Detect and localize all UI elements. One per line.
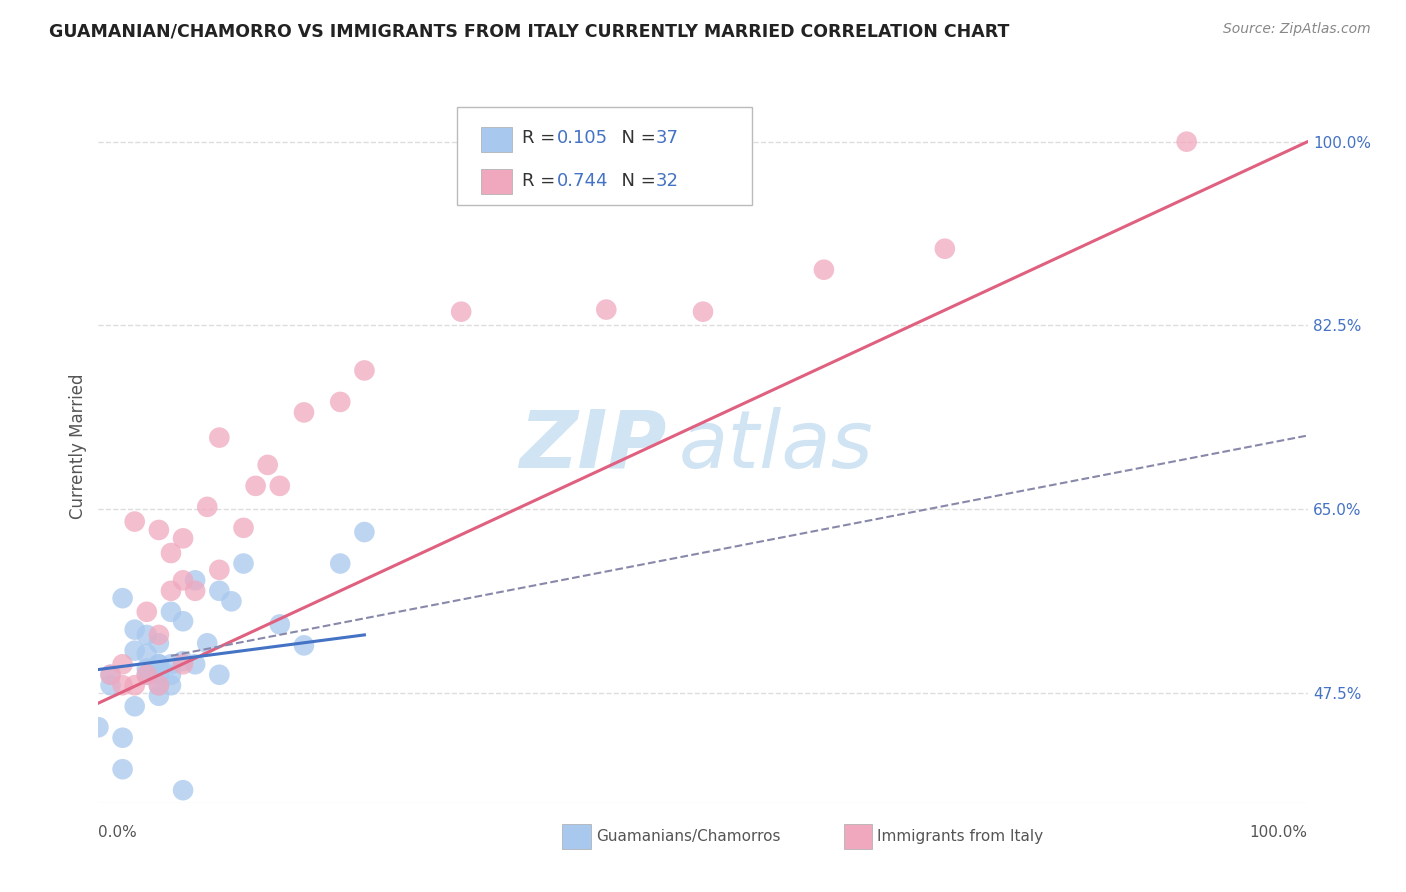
Point — [148, 678, 170, 692]
Text: Source: ZipAtlas.com: Source: ZipAtlas.com — [1223, 22, 1371, 37]
Point — [329, 395, 352, 409]
Point — [124, 643, 146, 657]
Text: GUAMANIAN/CHAMORRO VS IMMIGRANTS FROM ITALY CURRENTLY MARRIED CORRELATION CHART: GUAMANIAN/CHAMORRO VS IMMIGRANTS FROM IT… — [49, 22, 1010, 40]
Point — [595, 302, 617, 317]
Point — [329, 557, 352, 571]
Point — [148, 667, 170, 681]
Point — [292, 405, 315, 419]
Point — [135, 628, 157, 642]
Point — [160, 678, 183, 692]
Text: atlas: atlas — [679, 407, 873, 485]
Point — [135, 667, 157, 681]
Point — [353, 524, 375, 539]
Point — [135, 605, 157, 619]
Y-axis label: Currently Married: Currently Married — [69, 373, 87, 519]
Point — [100, 667, 122, 681]
Point — [124, 515, 146, 529]
Point — [160, 657, 183, 672]
Point — [450, 304, 472, 318]
Point — [160, 546, 183, 560]
Text: 0.0%: 0.0% — [98, 825, 138, 840]
Point — [87, 720, 110, 734]
Point — [934, 242, 956, 256]
Point — [221, 594, 243, 608]
Text: Immigrants from Italy: Immigrants from Italy — [877, 830, 1043, 844]
Point — [1175, 135, 1198, 149]
Text: 0.105: 0.105 — [557, 129, 607, 147]
Point — [232, 557, 254, 571]
Point — [124, 678, 146, 692]
Point — [208, 431, 231, 445]
Point — [111, 591, 134, 606]
Point — [148, 689, 170, 703]
Point — [160, 583, 183, 598]
Point — [208, 563, 231, 577]
Point — [135, 667, 157, 681]
Point — [172, 574, 194, 588]
Point — [232, 521, 254, 535]
Text: N =: N = — [610, 129, 662, 147]
Point — [135, 661, 157, 675]
Point — [135, 647, 157, 661]
Point — [100, 678, 122, 692]
Text: R =: R = — [522, 129, 561, 147]
Point — [100, 667, 122, 681]
Point — [172, 614, 194, 628]
Point — [195, 500, 218, 514]
Point — [172, 783, 194, 797]
Point — [111, 762, 134, 776]
Point — [208, 667, 231, 681]
Point — [160, 605, 183, 619]
Point — [111, 731, 134, 745]
Point — [184, 657, 207, 672]
Point — [813, 262, 835, 277]
Text: Guamanians/Chamorros: Guamanians/Chamorros — [596, 830, 780, 844]
Point — [124, 699, 146, 714]
Point — [148, 657, 170, 672]
Text: 0.744: 0.744 — [557, 172, 609, 190]
Point — [148, 657, 170, 672]
Point — [160, 667, 183, 681]
Point — [148, 678, 170, 692]
Point — [269, 479, 291, 493]
Point — [195, 636, 218, 650]
Point — [692, 304, 714, 318]
Text: ZIP: ZIP — [519, 407, 666, 485]
Point — [111, 678, 134, 692]
Point — [148, 523, 170, 537]
Point — [172, 657, 194, 672]
Text: 32: 32 — [655, 172, 678, 190]
Point — [148, 636, 170, 650]
Point — [124, 623, 146, 637]
Point — [256, 458, 278, 472]
Point — [172, 532, 194, 546]
Text: 100.0%: 100.0% — [1250, 825, 1308, 840]
Point — [292, 639, 315, 653]
Point — [148, 628, 170, 642]
Point — [208, 583, 231, 598]
Point — [184, 583, 207, 598]
Point — [172, 654, 194, 668]
Point — [269, 617, 291, 632]
Point — [353, 363, 375, 377]
Point — [245, 479, 267, 493]
Text: N =: N = — [610, 172, 662, 190]
Point — [111, 657, 134, 672]
Point — [184, 574, 207, 588]
Text: 37: 37 — [655, 129, 678, 147]
Text: R =: R = — [522, 172, 561, 190]
